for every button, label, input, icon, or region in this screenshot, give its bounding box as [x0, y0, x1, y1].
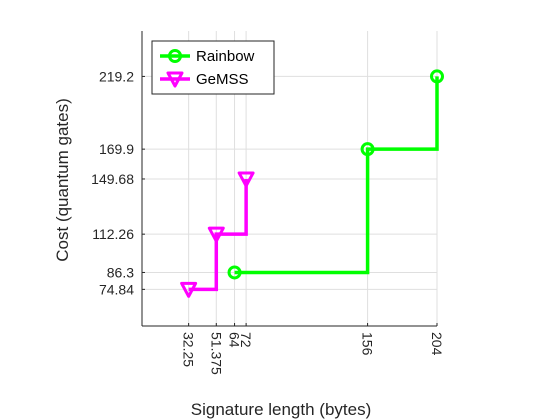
- legend-label-gemss: GeMSS: [196, 71, 249, 88]
- legend-marker-gemss: [166, 71, 184, 88]
- x-tick-label: 64: [227, 332, 243, 348]
- series-line-gemss: [188, 178, 248, 292]
- y-tick-label: 169.9: [99, 141, 134, 157]
- x-axis-label: Signature length (bytes): [191, 400, 372, 419]
- x-tick-label: 204: [429, 332, 445, 356]
- x-tick-label: 51.375: [208, 332, 224, 375]
- x-tick-label: 32.25: [181, 332, 197, 367]
- axes: [141, 31, 438, 327]
- data-point-gemss: [207, 226, 225, 243]
- data-point-rainbow: [227, 265, 242, 280]
- y-tick-label: 112.26: [92, 226, 134, 242]
- legend: Rainbow GeMSS: [151, 40, 275, 95]
- series-layer: [180, 69, 444, 298]
- y-tick-label: 149.68: [91, 171, 134, 187]
- legend-marker-rainbow: [168, 49, 182, 63]
- data-point-gemss: [180, 281, 198, 298]
- data-point-rainbow: [430, 69, 444, 84]
- data-point-rainbow: [360, 142, 375, 157]
- y-axis-label: Cost (quantum gates): [53, 98, 72, 261]
- y-tick-label: 74.84: [99, 281, 134, 297]
- y-tick-label: 219.2: [99, 68, 134, 84]
- x-tick-label: 156: [360, 332, 376, 356]
- series-line-rainbow: [234, 76, 439, 275]
- y-tick-label: 86.3: [107, 264, 134, 280]
- legend-label-rainbow: Rainbow: [196, 48, 255, 65]
- x-tick-label: 72: [238, 332, 254, 348]
- data-point-gemss: [237, 171, 255, 188]
